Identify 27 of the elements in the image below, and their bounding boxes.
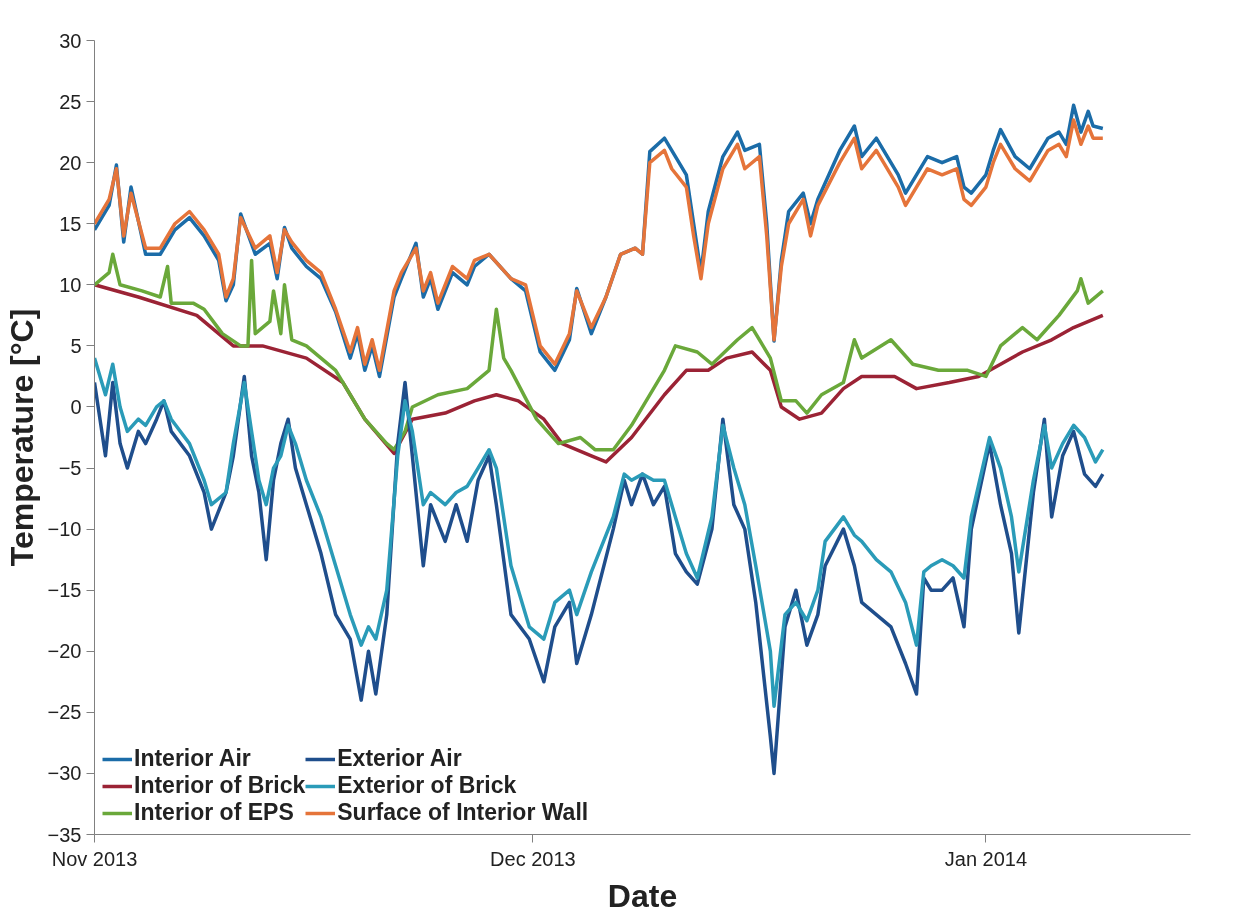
y-tick-label: 0 [70,395,82,418]
y-tick-label: 5 [70,334,82,357]
y-tick-label: 25 [59,90,82,113]
x-tick-label: Dec 2013 [490,847,576,870]
legend-label: Exterior Air [337,745,462,772]
y-tick-label: 15 [59,212,82,235]
y-tick-label: −30 [47,762,82,785]
x-tick-label: Nov 2013 [51,847,138,870]
y-tick-label: −10 [47,518,82,541]
y-axis-title: Temperature [°C] [3,308,40,567]
x-axis-title: Date [607,877,678,914]
legend-label: Interior of EPS [134,799,294,826]
line-series [94,252,1105,452]
line-series [94,356,1105,708]
y-tick-label: 20 [59,151,82,174]
legend-label: Interior Air [134,745,251,772]
y-tick-label: 10 [59,273,82,296]
legend-label: Interior of Brick [134,772,306,799]
y-tick-label: −25 [47,701,82,724]
y-tick-label: −35 [47,823,82,846]
legend-label: Exterior of Brick [337,772,517,799]
y-tick-label: −15 [47,579,82,602]
y-tick-label: 30 [59,29,82,52]
y-tick-label: −5 [58,457,82,480]
legend-label: Surface of Interior Wall [337,799,589,826]
y-tick-label: −20 [47,640,82,663]
x-tick-label: Jan 2014 [944,847,1028,870]
